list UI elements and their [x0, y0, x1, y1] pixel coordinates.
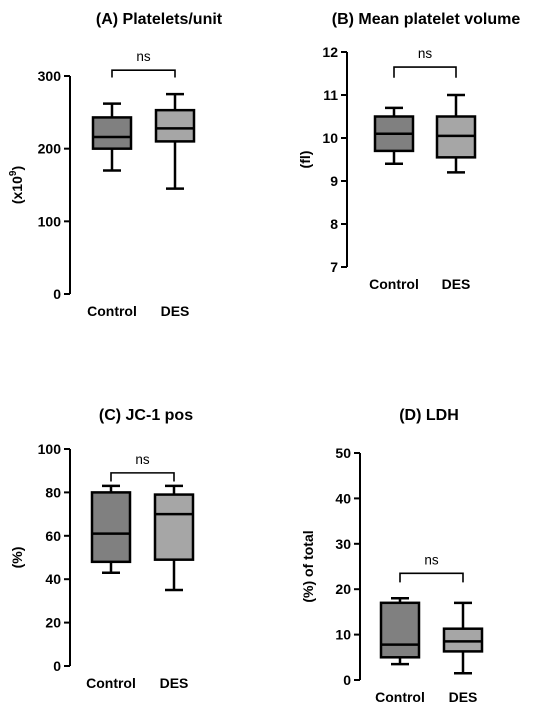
- significance-label: ns: [136, 49, 151, 64]
- y-tick-label: 300: [38, 68, 62, 84]
- box-control: [373, 106, 415, 166]
- y-tick-label: 200: [38, 141, 62, 157]
- y-tick-label: 11: [323, 87, 338, 103]
- y-tick-label: 40: [335, 490, 351, 506]
- y-tick-label: 0: [53, 286, 61, 302]
- x-category-label: Control: [375, 689, 425, 705]
- significance-bracket: [393, 66, 457, 78]
- chart-panel-4: (D) LDH (%) of total 0 10 20 30 40 50 Control DES…: [300, 407, 484, 705]
- significance-bracket: [111, 69, 176, 78]
- y-tick-label: 100: [38, 213, 62, 229]
- box-control: [91, 102, 133, 172]
- y-axis-label-superscript: 9: [8, 170, 19, 176]
- box-body: [442, 627, 484, 653]
- box-body: [90, 491, 132, 564]
- y-tick-label: 80: [45, 484, 61, 500]
- y-tick-label: 60: [45, 528, 61, 544]
- x-category-label: Control: [87, 303, 137, 319]
- box-body: [379, 601, 421, 659]
- y-tick-label: 10: [335, 627, 351, 643]
- y-tick-label: 0: [53, 658, 61, 674]
- box-des: [154, 92, 196, 190]
- chart-title: (D) LDH: [399, 407, 459, 424]
- box-control: [90, 484, 132, 574]
- x-category-label: DES: [161, 303, 190, 319]
- x-category-label: DES: [442, 276, 471, 292]
- y-tick-label: 40: [45, 571, 61, 587]
- box-body: [91, 116, 133, 150]
- y-axis-label-suffix: ): [9, 166, 25, 171]
- significance-bracket: [110, 472, 175, 482]
- x-category-label: Control: [369, 276, 419, 292]
- significance-label: ns: [424, 552, 439, 567]
- x-category-label: Control: [86, 675, 136, 691]
- y-axis-label: (fl): [297, 151, 313, 169]
- x-category-label: DES: [160, 675, 189, 691]
- y-tick-label: 50: [335, 445, 351, 461]
- box-des: [442, 601, 484, 675]
- chart-panel-3: (C) JC-1 pos (%) 0 20 40 60 80 100 Control DES ns: [9, 407, 195, 691]
- box-body: [154, 108, 196, 143]
- significance-bracket: [399, 572, 464, 583]
- significance-label: ns: [418, 46, 433, 61]
- y-tick-label: 20: [335, 581, 351, 597]
- chart-title: (B) Mean platelet volume: [332, 11, 521, 28]
- y-tick-label: 30: [335, 536, 351, 552]
- significance-label: ns: [135, 452, 150, 467]
- y-tick-label: 20: [45, 615, 61, 631]
- box-des: [153, 484, 195, 592]
- chart-panel-2: (B) Mean platelet volume (fl) 7 8 9 10 11 12 Con…: [297, 11, 520, 292]
- y-tick-label: 100: [38, 441, 62, 457]
- x-category-label: DES: [449, 689, 478, 705]
- y-tick-label: 0: [343, 672, 351, 688]
- chart-title: (A) Platelets/unit: [96, 11, 223, 28]
- y-axis-label: (x109): [8, 166, 25, 204]
- chart-title: (C) JC-1 pos: [99, 407, 193, 424]
- box-des: [435, 93, 477, 174]
- chart-panel-1: (A) Platelets/unit (x109) 0 100 200 300 Contro…: [8, 11, 223, 319]
- y-tick-label: 7: [330, 259, 338, 275]
- y-tick-label: 8: [330, 216, 338, 232]
- y-tick-label: 9: [330, 173, 338, 189]
- y-axis-label: (%): [9, 547, 25, 569]
- y-tick-label: 12: [322, 44, 338, 60]
- y-axis-label: (%) of total: [300, 530, 316, 602]
- box-body: [153, 493, 195, 561]
- y-tick-label: 10: [322, 130, 338, 146]
- box-control: [379, 597, 421, 666]
